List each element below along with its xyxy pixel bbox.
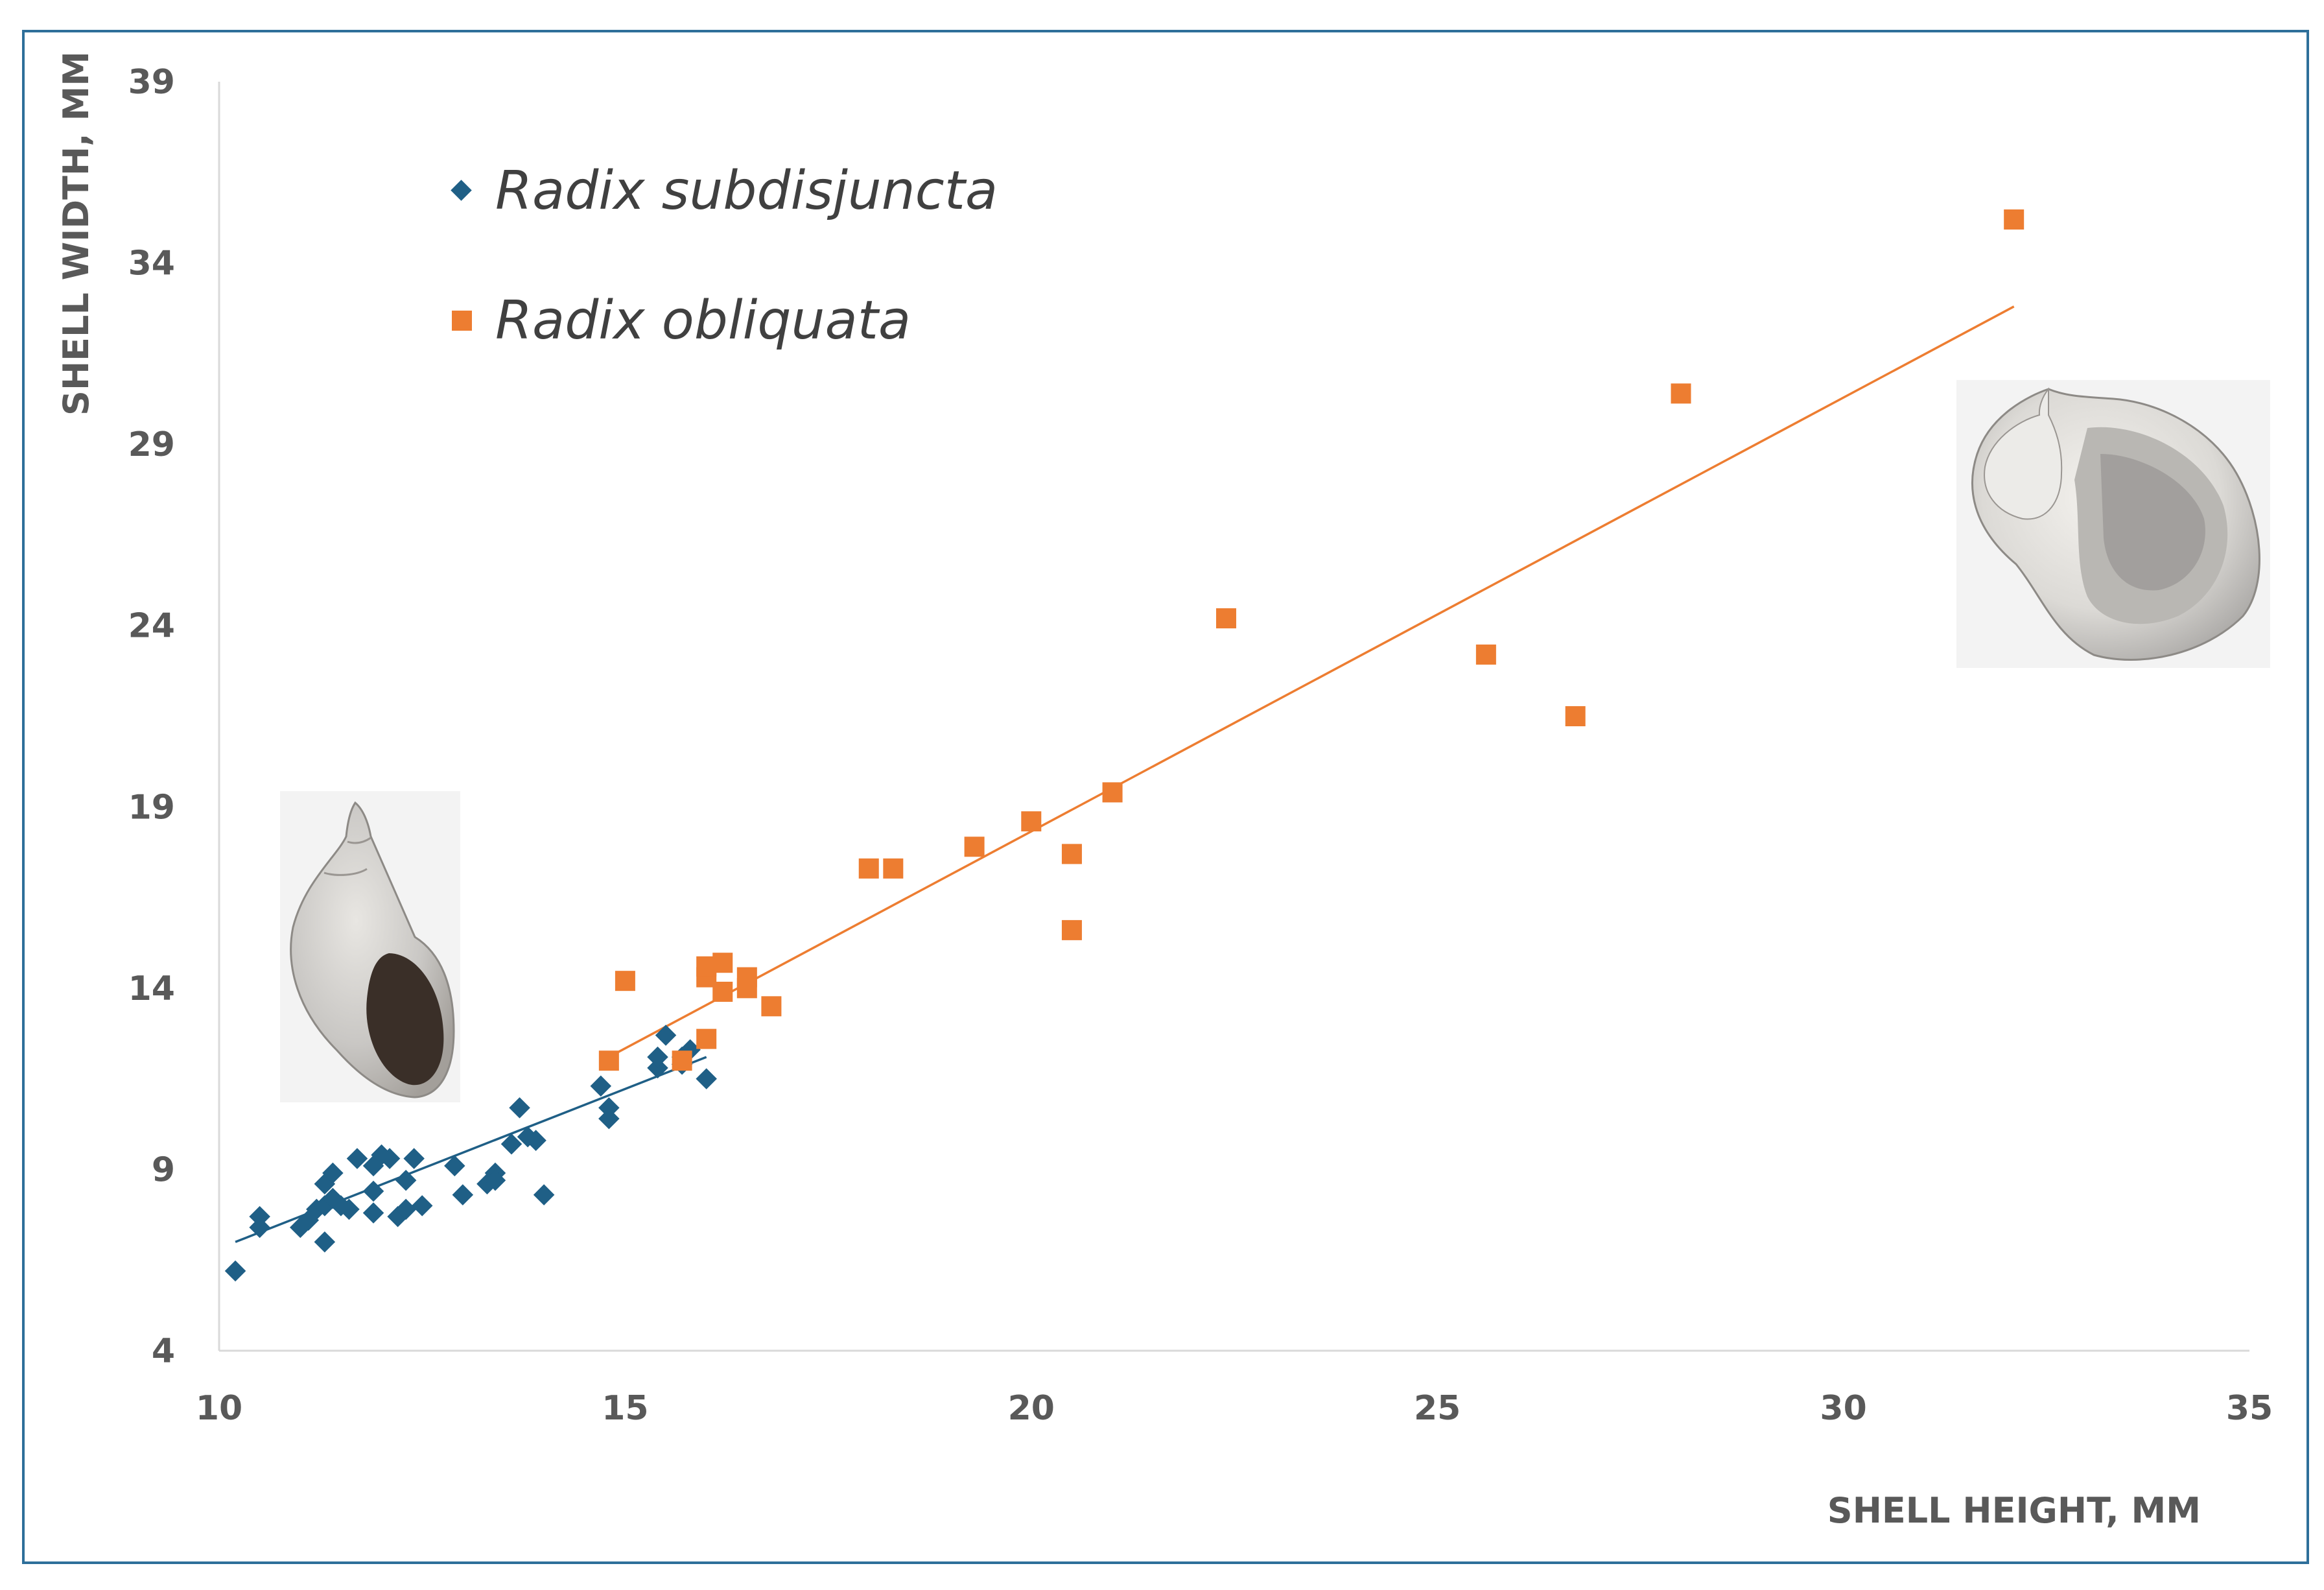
y-tick-label: 9 [152,1150,175,1189]
point-radix-subdisjuncta [411,1195,433,1216]
point-radix-obliquata [1061,844,1082,864]
point-radix-obliquata [858,858,879,879]
y-tick-label: 39 [128,63,175,102]
point-radix-subdisjuncta [452,1184,474,1205]
point-radix-obliquata [696,1028,717,1049]
point-radix-subdisjuncta [395,1198,417,1220]
point-radix-subdisjuncta [249,1205,270,1228]
point-radix-obliquata [712,981,733,1002]
point-radix-obliquata [1102,782,1123,803]
point-radix-subdisjuncta [598,1108,620,1130]
point-radix-subdisjuncta [500,1133,522,1155]
radix-obliquata-shell-photo [1956,380,2270,668]
point-radix-obliquata [2004,209,2025,230]
point-radix-subdisjuncta [379,1148,401,1169]
point-radix-subdisjuncta [509,1097,530,1119]
x-axis-title: SHELL HEIGHT, MM [1827,1490,2201,1531]
legend-marker-radix-obliquata [452,311,472,331]
point-radix-subdisjuncta [395,1169,417,1191]
y-axis-title: SHELL WIDTH, MM [56,51,97,416]
point-radix-subdisjuncta [346,1148,368,1169]
legend: Radix subdisjuncta Radix obliquata [451,160,998,351]
y-tick-label: 4 [152,1332,175,1371]
chart-frame [22,30,2309,1564]
point-radix-subdisjuncta [224,1260,246,1282]
point-radix-subdisjuncta [444,1155,465,1177]
point-radix-obliquata [1475,644,1496,665]
legend-marker-radix-subdisjuncta [451,180,472,201]
y-tick-label: 34 [128,244,175,283]
point-radix-subdisjuncta [362,1202,384,1224]
point-radix-subdisjuncta [647,1046,668,1068]
radix-subdisjuncta-shell-photo [280,791,460,1102]
point-radix-subdisjuncta [696,1068,717,1089]
y-tick-label: 14 [128,969,175,1008]
point-radix-subdisjuncta [533,1184,555,1205]
point-radix-subdisjuncta [338,1198,360,1220]
point-radix-obliquata [712,953,733,973]
legend-label-radix-subdisjuncta: Radix subdisjuncta [495,160,998,222]
point-radix-subdisjuncta [598,1097,620,1119]
point-radix-obliquata [1215,608,1236,629]
point-radix-obliquata [672,1050,692,1071]
legend-label-radix-obliquata: Radix obliquata [495,290,911,351]
x-tick-label: 10 [196,1389,242,1428]
x-tick-label: 25 [1414,1389,1461,1428]
point-radix-subdisjuncta [249,1216,270,1239]
y-tick-label: 24 [128,607,175,646]
point-radix-obliquata [615,971,635,991]
point-radix-obliquata [964,837,985,857]
point-radix-subdisjuncta [590,1075,612,1097]
y-tick-label: 29 [128,425,175,464]
point-radix-obliquata [1021,811,1042,832]
point-radix-obliquata [1671,383,1691,404]
point-radix-subdisjuncta [484,1169,506,1191]
y-tick-label: 19 [128,788,175,827]
point-radix-subdisjuncta [525,1130,546,1151]
x-tick-label: 15 [602,1389,648,1428]
point-radix-obliquata [883,858,904,879]
point-radix-subdisjuncta [403,1148,425,1169]
point-radix-obliquata [598,1050,619,1071]
point-radix-obliquata [736,978,757,999]
point-radix-obliquata [1061,920,1082,940]
point-radix-subdisjuncta [647,1057,668,1079]
point-radix-obliquata [761,996,782,1017]
trendline-radix-obliquata [608,305,2015,1058]
point-radix-obliquata [1565,706,1586,726]
point-radix-subdisjuncta [362,1180,384,1202]
x-tick-label: 20 [1008,1389,1055,1428]
point-radix-subdisjuncta [655,1025,677,1046]
point-radix-subdisjuncta [314,1231,336,1253]
x-tick-label: 30 [1820,1389,1866,1428]
x-tick-label: 35 [2226,1389,2273,1428]
